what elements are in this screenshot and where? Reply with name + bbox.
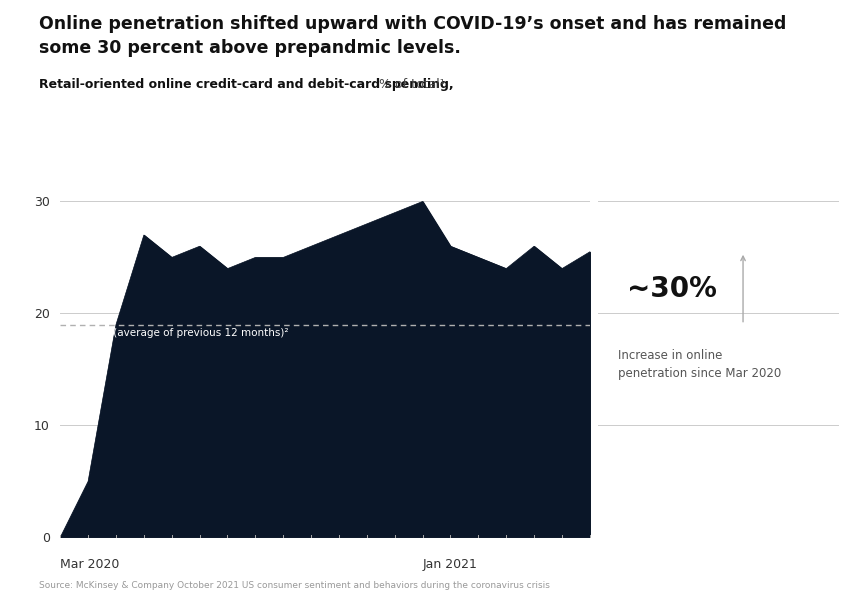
Text: Increase in online
penetration since Mar 2020: Increase in online penetration since Mar… xyxy=(617,349,781,380)
Text: (average of previous 12 months)²: (average of previous 12 months)² xyxy=(110,328,289,338)
Text: Online penetration shifted upward with COVID-19’s onset and has remained: Online penetration shifted upward with C… xyxy=(39,15,786,33)
Text: Retail-oriented online credit-card and debit-card spending,: Retail-oriented online credit-card and d… xyxy=(39,78,454,91)
Text: % of total¹: % of total¹ xyxy=(375,78,444,91)
Text: ~30%: ~30% xyxy=(628,275,717,303)
Text: some 30 percent above prepandmic levels.: some 30 percent above prepandmic levels. xyxy=(39,39,461,57)
Text: Mar 2020: Mar 2020 xyxy=(60,558,120,571)
Text: Source: McKinsey & Company October 2021 US consumer sentiment and behaviors duri: Source: McKinsey & Company October 2021 … xyxy=(39,581,549,590)
Text: Jan 2021: Jan 2021 xyxy=(423,558,478,571)
Text: 19%: 19% xyxy=(69,328,94,338)
